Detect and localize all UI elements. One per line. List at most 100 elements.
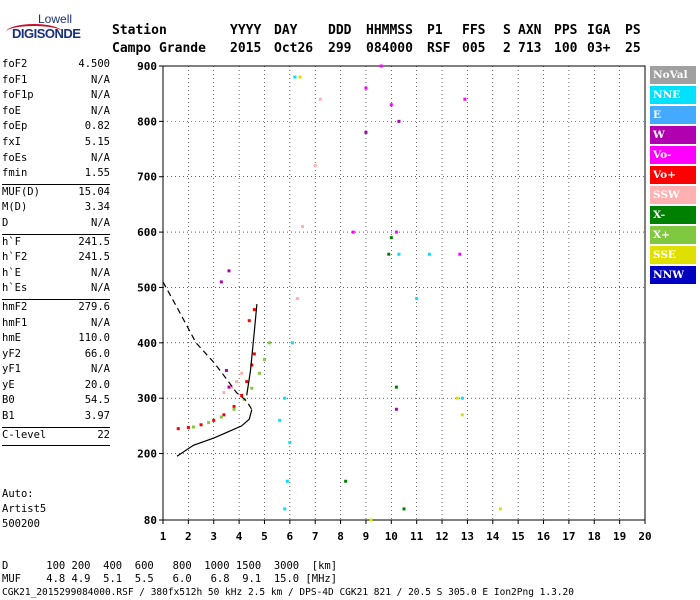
legend-item: W xyxy=(650,126,696,144)
param-row: h`E N/A xyxy=(2,267,110,283)
param-separator xyxy=(2,445,110,447)
param-row: h`Es N/A xyxy=(2,282,110,298)
param-row: h`F2 241.5 xyxy=(2,251,110,267)
data-point xyxy=(397,119,401,123)
data-point xyxy=(207,421,211,425)
param-separator xyxy=(2,183,110,185)
param-value: 4.500 xyxy=(78,58,110,70)
param-row: MUF(D) 15.04 xyxy=(2,186,110,202)
data-point xyxy=(460,396,464,400)
data-point xyxy=(364,86,368,90)
param-name: C-level xyxy=(2,428,47,441)
param-row: M(D) 3.34 xyxy=(2,201,110,217)
header-label: P1 xyxy=(427,23,443,38)
param-row: fmin 1.55 xyxy=(2,167,110,183)
param-value: 54.5 xyxy=(84,394,110,407)
footer-block: D 100 200 400 600 800 1000 1500 3000 [km… xyxy=(2,560,574,599)
auto-line1: Auto: xyxy=(2,488,34,500)
param-value: 1.55 xyxy=(84,167,110,180)
legend-item: NNW xyxy=(650,266,696,284)
param-row: foEp 0.82 xyxy=(2,120,110,136)
param-name: hmF2 xyxy=(2,300,28,313)
param-name: foE xyxy=(2,104,21,117)
y-tick-label: 400 xyxy=(137,337,157,350)
data-point xyxy=(460,413,464,417)
data-point xyxy=(290,341,294,345)
logo-swoosh xyxy=(6,24,62,40)
plot-area xyxy=(162,65,646,521)
data-point xyxy=(397,252,401,256)
data-point xyxy=(252,352,256,356)
muf-row: MUF 4.8 4.9 5.1 5.5 6.0 6.8 9.1 15.0 [MH… xyxy=(2,573,338,585)
header-value: 25 xyxy=(625,41,641,56)
data-point xyxy=(389,103,393,107)
param-value: N/A xyxy=(91,73,110,86)
data-point xyxy=(176,427,180,431)
param-row: foF2 4.500 xyxy=(2,58,110,74)
x-tick-label: 20 xyxy=(638,530,651,543)
data-point xyxy=(402,507,406,511)
param-row: foF1 N/A xyxy=(2,74,110,90)
data-point xyxy=(455,396,459,400)
param-value: N/A xyxy=(91,282,110,295)
x-tick-label: 9 xyxy=(363,530,370,543)
header-label: FFS xyxy=(462,23,486,38)
data-point xyxy=(222,413,226,417)
data-point xyxy=(252,308,256,312)
param-value: N/A xyxy=(91,316,110,329)
param-value: N/A xyxy=(91,216,110,229)
header-value: 713 xyxy=(518,41,542,56)
header-label: Station xyxy=(112,23,167,38)
data-point xyxy=(219,415,223,419)
data-point xyxy=(232,407,236,411)
data-point xyxy=(293,75,297,79)
y-tick-label: 500 xyxy=(137,281,157,294)
digisonde-logo: Lowell DIGISONDE xyxy=(4,8,81,48)
param-value: 241.5 xyxy=(78,251,110,264)
legend-item: X- xyxy=(650,206,696,224)
x-tick-label: 6 xyxy=(287,530,294,543)
data-point xyxy=(344,479,348,483)
param-name: yF2 xyxy=(2,347,21,360)
data-point xyxy=(245,380,249,384)
x-tick-label: 19 xyxy=(613,530,626,543)
param-name: foF1p xyxy=(2,89,34,102)
legend-item: Vo- xyxy=(650,146,696,164)
param-value: N/A xyxy=(91,89,110,102)
header-value: 005 xyxy=(462,41,486,56)
data-point xyxy=(278,418,282,422)
header-value: Oct26 xyxy=(274,41,314,56)
data-point xyxy=(369,518,373,522)
y-tick-label: 900 xyxy=(137,60,157,73)
file-info: CGK21_2015299084000.RSF / 380fx512h 50 k… xyxy=(2,587,574,598)
param-name: h`E xyxy=(2,266,21,279)
header-label: S xyxy=(503,23,511,38)
header-value: Campo Grande xyxy=(112,41,206,56)
param-row: hmF1 N/A xyxy=(2,317,110,333)
param-value: N/A xyxy=(91,363,110,376)
x-tick-label: 7 xyxy=(312,530,319,543)
data-point xyxy=(268,341,272,345)
data-point xyxy=(191,425,195,429)
param-name: foEs xyxy=(2,151,28,164)
param-value: 15.04 xyxy=(78,185,110,198)
data-point xyxy=(235,380,239,384)
auto-line3: 500200 xyxy=(2,518,40,530)
param-row: yF1 N/A xyxy=(2,363,110,379)
param-separator xyxy=(2,426,110,428)
data-point xyxy=(240,371,244,375)
param-value: 20.0 xyxy=(84,378,110,391)
x-tick-label: 14 xyxy=(486,530,500,543)
x-tick-label: 15 xyxy=(512,530,525,543)
param-name: hmF1 xyxy=(2,316,28,329)
param-value: 5.15 xyxy=(84,135,110,148)
data-point xyxy=(498,507,502,511)
param-name: MUF(D) xyxy=(2,185,40,198)
data-point xyxy=(415,297,419,301)
legend-item: NoVal xyxy=(650,66,696,84)
param-separator xyxy=(2,298,110,300)
y-tick-label: 600 xyxy=(137,226,157,239)
data-point xyxy=(389,236,393,240)
param-name: h`Es xyxy=(2,282,28,295)
data-point xyxy=(240,393,244,397)
